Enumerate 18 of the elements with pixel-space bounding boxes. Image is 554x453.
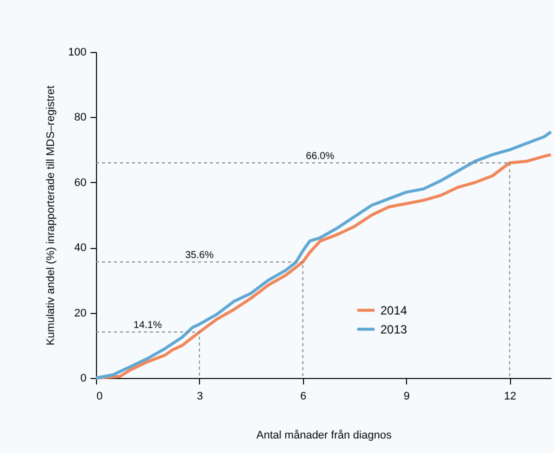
- y-tick-label: 0: [80, 372, 86, 384]
- y-tick-label: 40: [74, 242, 86, 254]
- y-tick-label: 60: [74, 176, 86, 189]
- y-tick-label: 100: [68, 46, 86, 58]
- legend-label: 2014: [380, 303, 408, 318]
- x-tick-label: 3: [196, 390, 203, 402]
- x-tick-label: 0: [96, 390, 103, 402]
- y-tick-label: 20: [74, 307, 86, 320]
- annotation: 35.6%: [185, 250, 214, 261]
- x-tick-label: 9: [404, 390, 410, 402]
- x-axis-title: Antal månader från diagnos: [256, 430, 392, 442]
- annotation: 14.1%: [134, 320, 162, 332]
- legend-label: 2013: [380, 322, 408, 336]
- x-tick-label: 12: [504, 390, 516, 402]
- x-tick-label: 6: [300, 390, 306, 402]
- y-axis-title: Kumulativ andel (%) inrapporterade till MDS–registret: [45, 86, 58, 346]
- y-tick-label: 80: [74, 112, 86, 124]
- annotation: 66.0%: [306, 150, 334, 162]
